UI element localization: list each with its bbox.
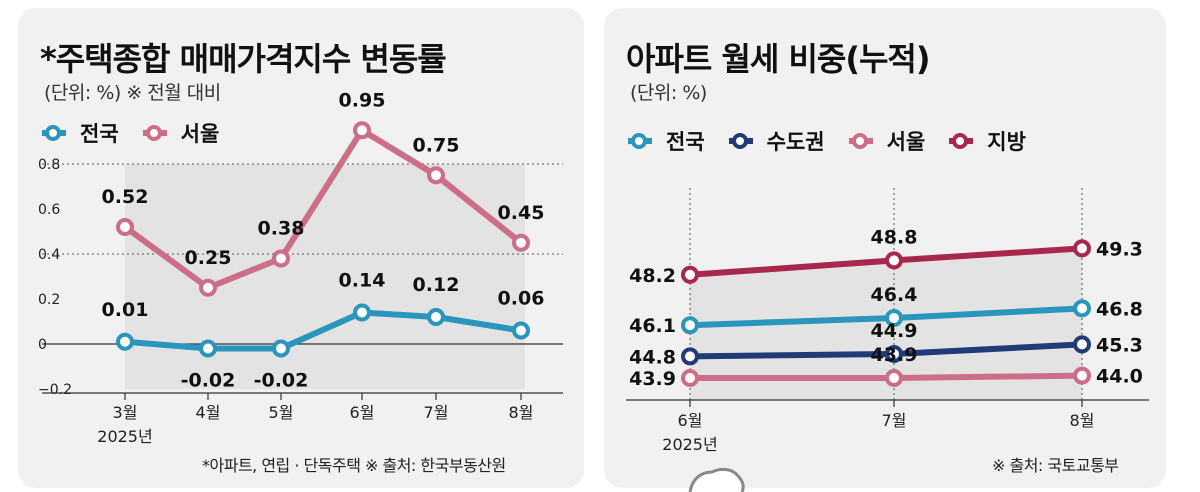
data-label: 44.8: [629, 346, 676, 368]
y-tick-label: 0: [38, 337, 47, 353]
data-point: [427, 308, 445, 326]
data-label: 46.8: [1096, 298, 1143, 320]
data-label: 0.75: [413, 134, 460, 156]
legend-item-national-rent: 전국: [626, 126, 705, 156]
legend-label-seoul: 서울: [180, 122, 220, 146]
right-legend: 전국 수도권 서울 지방: [626, 126, 1048, 156]
y-tick-label: 0.4: [38, 247, 60, 263]
data-point: [681, 316, 699, 335]
data-point: [116, 218, 134, 236]
legend-marker-seoul: [142, 125, 167, 141]
data-label: 43.9: [871, 344, 918, 366]
data-point: [885, 251, 903, 270]
legend-item-seoul: 서울: [141, 118, 220, 148]
data-label: 49.3: [1096, 238, 1143, 260]
decorative-outline-icon: [688, 467, 745, 492]
data-label: 0.14: [339, 270, 386, 292]
data-point: [681, 265, 699, 284]
data-label: 0.25: [185, 247, 232, 269]
data-label: 0.45: [498, 202, 545, 224]
y-tick-label: 0.2: [38, 292, 60, 308]
data-label: 48.8: [871, 226, 918, 248]
data-point: [1073, 239, 1091, 258]
x-tick-label: 4월: [196, 403, 221, 422]
data-point: [353, 303, 371, 322]
data-point: [1073, 299, 1091, 318]
data-label: 0.95: [339, 89, 386, 111]
data-point: [199, 278, 217, 297]
data-point: [116, 332, 134, 351]
data-label: 44.0: [1096, 366, 1143, 388]
legend-marker-national-rent: [628, 133, 652, 149]
data-point: [512, 233, 530, 252]
data-label: -0.02: [181, 370, 236, 392]
data-label: 46.4: [871, 284, 918, 306]
x-tick-label: 3월: [113, 403, 138, 422]
legend-marker-capital: [728, 133, 753, 149]
right-chart-subtitle: (단위: %): [630, 82, 707, 104]
legend-label-national-rent: 전국: [666, 130, 705, 154]
left-footnote: *아파트, 연립 · 단독주택 ※ 출처: 한국부동산원: [202, 456, 506, 475]
data-point: [199, 339, 217, 358]
data-point: [1073, 366, 1091, 385]
x-tick-label: 5월: [269, 403, 294, 422]
data-point: [681, 347, 699, 366]
plot-area-shade: [690, 248, 1082, 400]
data-label: 44.9: [871, 320, 918, 342]
data-point: [885, 369, 903, 387]
y-tick-label: 0.8: [38, 157, 60, 173]
data-point: [1073, 335, 1091, 354]
series-line-seoul: [123, 127, 523, 291]
data-label: 0.01: [102, 299, 149, 321]
data-label: 48.2: [629, 265, 676, 287]
x-tick-label: 6월: [678, 411, 703, 430]
price-change-panel: *주택종합 매매가격지수 변동률 (단위: %) ※ 전월 대비 전국 서울 0…: [18, 8, 584, 488]
data-point: [512, 321, 530, 340]
data-label: 45.3: [1096, 334, 1143, 356]
legend-item-national: 전국: [40, 118, 119, 148]
left-line-chart: 0.8 0.6 0.4 0.2 0 −0.2 3월 4월 5월 6월 7월 8월 2025년 0.01 -0…: [38, 89, 563, 446]
data-label: 0.52: [102, 186, 149, 208]
monthly-rent-share-panel: 아파트 월세 비중(누적) (단위: %) 전국 수도권 서울: [604, 8, 1166, 488]
right-line-chart: 6월 7월 8월 2025년 46.1 46.4 46.8 44.8 44.9 45.3 43.9 4…: [626, 188, 1149, 454]
data-label: -0.02: [254, 370, 309, 392]
right-chart-title: 아파트 월세 비중(누적): [626, 40, 930, 78]
data-label: 46.1: [629, 315, 676, 337]
x-tick-label: 8월: [1070, 411, 1095, 430]
x-tick-label: 8월: [509, 403, 534, 422]
data-label: 0.12: [413, 274, 460, 296]
data-point: [885, 309, 903, 327]
left-chart-subtitle: (단위: %) ※ 전월 대비: [44, 82, 221, 104]
legend-label-national: 전국: [80, 122, 119, 146]
data-point: [427, 166, 445, 185]
x-tick-label: 7월: [424, 403, 449, 422]
legend-marker-national: [42, 125, 66, 141]
data-label: 0.38: [258, 218, 305, 240]
legend-marker-seoul-rent: [848, 133, 873, 149]
series-line-national: [124, 309, 522, 352]
x-year-label: 2025년: [662, 435, 717, 454]
y-tick-label: −0.2: [38, 382, 72, 398]
legend-label-seoul-rent: 서울: [886, 130, 926, 154]
data-label: 43.9: [629, 368, 676, 390]
left-chart-title: *주택종합 매매가격지수 변동률: [40, 40, 447, 78]
legend-item-capital: 수도권: [727, 126, 825, 156]
right-footnote: ※ 출처: 국토교통부: [992, 456, 1119, 475]
left-legend: 전국 서울: [40, 118, 241, 148]
legend-item-regional: 지방: [947, 126, 1026, 156]
data-point: [353, 121, 371, 140]
data-point: [272, 249, 290, 268]
legend-label-capital: 수도권: [766, 130, 825, 154]
legend-marker-regional: [949, 133, 974, 149]
legend-item-seoul-rent: 서울: [847, 126, 926, 156]
x-tick-label: 6월: [350, 403, 375, 422]
y-tick-label: 0.6: [38, 202, 60, 218]
data-point: [272, 339, 290, 358]
data-point: [885, 345, 903, 363]
x-tick-label: 7월: [882, 411, 907, 430]
data-point: [681, 369, 699, 387]
data-label: 0.06: [498, 288, 545, 310]
x-year-label: 2025년: [97, 427, 152, 446]
legend-label-regional: 지방: [987, 130, 1026, 154]
